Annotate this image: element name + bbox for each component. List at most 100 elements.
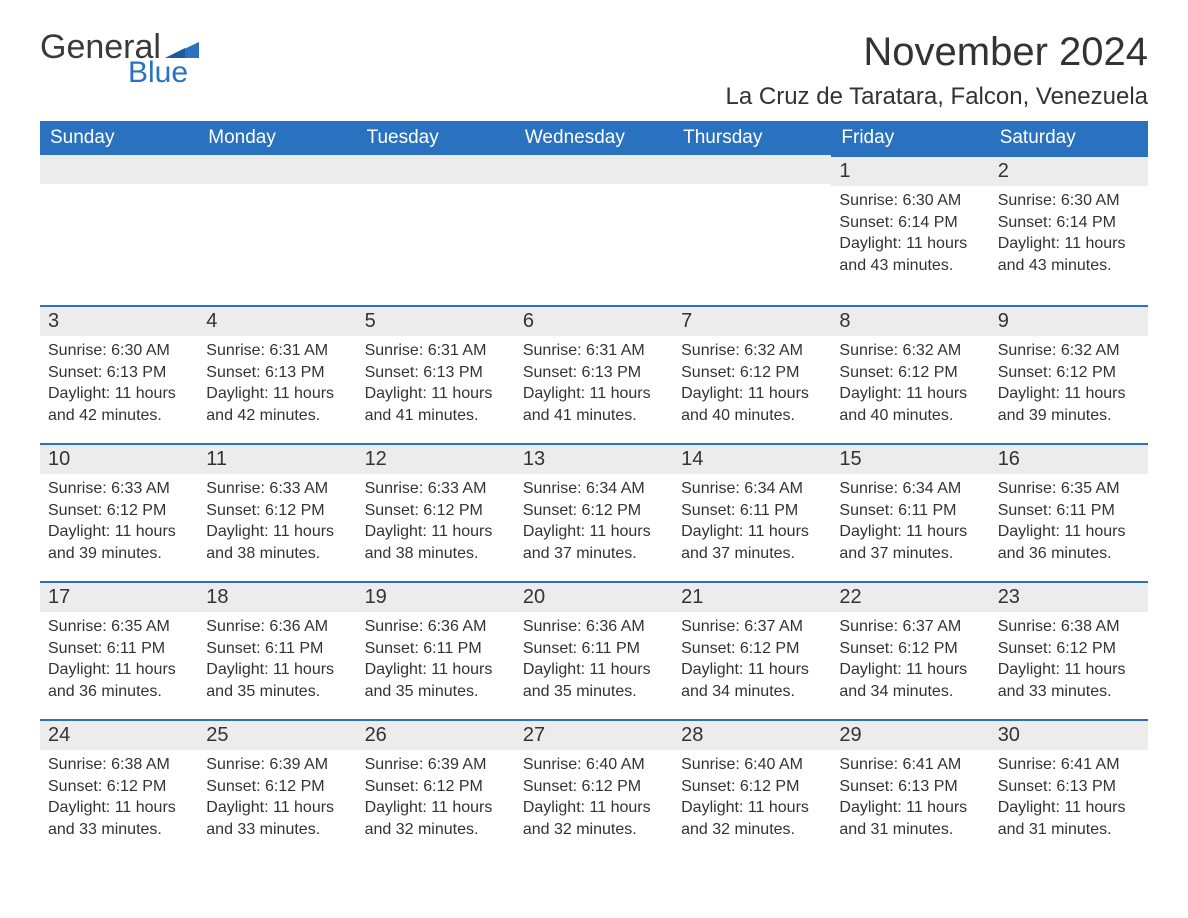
calendar-cell: 30Sunrise: 6:41 AMSunset: 6:13 PMDayligh… <box>990 719 1148 857</box>
day-details: Sunrise: 6:33 AMSunset: 6:12 PMDaylight:… <box>40 474 198 572</box>
logo: General Blue <box>40 30 199 88</box>
sunset-text: Sunset: 6:13 PM <box>839 776 981 798</box>
daylight-line1: Daylight: 11 hours <box>523 797 665 819</box>
daylight-line2: and 43 minutes. <box>839 255 981 277</box>
daylight-line2: and 36 minutes. <box>48 681 190 703</box>
day-number <box>673 155 831 184</box>
sunrise-text: Sunrise: 6:30 AM <box>48 340 190 362</box>
calendar-cell: 12Sunrise: 6:33 AMSunset: 6:12 PMDayligh… <box>357 443 515 581</box>
day-number: 13 <box>515 443 673 474</box>
daylight-line2: and 39 minutes. <box>48 543 190 565</box>
sunrise-text: Sunrise: 6:30 AM <box>998 190 1140 212</box>
month-title: November 2024 <box>726 30 1148 75</box>
sunset-text: Sunset: 6:12 PM <box>839 638 981 660</box>
day-number: 14 <box>673 443 831 474</box>
day-details: Sunrise: 6:31 AMSunset: 6:13 PMDaylight:… <box>357 336 515 434</box>
sunrise-text: Sunrise: 6:39 AM <box>206 754 348 776</box>
daylight-line1: Daylight: 11 hours <box>365 797 507 819</box>
daylight-line2: and 40 minutes. <box>681 405 823 427</box>
calendar-cell: 4Sunrise: 6:31 AMSunset: 6:13 PMDaylight… <box>198 305 356 443</box>
calendar-cell: 29Sunrise: 6:41 AMSunset: 6:13 PMDayligh… <box>831 719 989 857</box>
daylight-line2: and 36 minutes. <box>998 543 1140 565</box>
daylight-line1: Daylight: 11 hours <box>523 521 665 543</box>
calendar-cell: 10Sunrise: 6:33 AMSunset: 6:12 PMDayligh… <box>40 443 198 581</box>
sunrise-text: Sunrise: 6:38 AM <box>998 616 1140 638</box>
calendar-cell: 22Sunrise: 6:37 AMSunset: 6:12 PMDayligh… <box>831 581 989 719</box>
day-number <box>40 155 198 184</box>
sunset-text: Sunset: 6:11 PM <box>523 638 665 660</box>
calendar-cell: 9Sunrise: 6:32 AMSunset: 6:12 PMDaylight… <box>990 305 1148 443</box>
sunrise-text: Sunrise: 6:31 AM <box>206 340 348 362</box>
daylight-line1: Daylight: 11 hours <box>365 659 507 681</box>
daylight-line1: Daylight: 11 hours <box>839 659 981 681</box>
calendar-cell: 13Sunrise: 6:34 AMSunset: 6:12 PMDayligh… <box>515 443 673 581</box>
sunset-text: Sunset: 6:13 PM <box>206 362 348 384</box>
sunrise-text: Sunrise: 6:35 AM <box>48 616 190 638</box>
sunset-text: Sunset: 6:14 PM <box>839 212 981 234</box>
day-details: Sunrise: 6:30 AMSunset: 6:14 PMDaylight:… <box>831 186 989 284</box>
day-number <box>357 155 515 184</box>
daylight-line1: Daylight: 11 hours <box>998 797 1140 819</box>
sunrise-text: Sunrise: 6:36 AM <box>523 616 665 638</box>
daylight-line1: Daylight: 11 hours <box>523 383 665 405</box>
day-number: 28 <box>673 719 831 750</box>
day-number: 25 <box>198 719 356 750</box>
sunset-text: Sunset: 6:12 PM <box>523 500 665 522</box>
day-header-row: Sunday Monday Tuesday Wednesday Thursday… <box>40 121 1148 155</box>
daylight-line1: Daylight: 11 hours <box>365 383 507 405</box>
day-details: Sunrise: 6:32 AMSunset: 6:12 PMDaylight:… <box>673 336 831 434</box>
sunset-text: Sunset: 6:12 PM <box>206 776 348 798</box>
calendar-cell: 14Sunrise: 6:34 AMSunset: 6:11 PMDayligh… <box>673 443 831 581</box>
logo-blue-text: Blue <box>128 58 199 88</box>
daylight-line1: Daylight: 11 hours <box>839 383 981 405</box>
daylight-line1: Daylight: 11 hours <box>206 659 348 681</box>
daylight-line2: and 35 minutes. <box>523 681 665 703</box>
daylight-line2: and 37 minutes. <box>839 543 981 565</box>
daylight-line1: Daylight: 11 hours <box>206 383 348 405</box>
day-details: Sunrise: 6:34 AMSunset: 6:11 PMDaylight:… <box>831 474 989 572</box>
sunset-text: Sunset: 6:11 PM <box>48 638 190 660</box>
sunset-text: Sunset: 6:12 PM <box>365 500 507 522</box>
daylight-line1: Daylight: 11 hours <box>48 797 190 819</box>
day-number: 7 <box>673 305 831 336</box>
daylight-line2: and 32 minutes. <box>523 819 665 841</box>
calendar-cell: 26Sunrise: 6:39 AMSunset: 6:12 PMDayligh… <box>357 719 515 857</box>
daylight-line1: Daylight: 11 hours <box>206 521 348 543</box>
day-details: Sunrise: 6:35 AMSunset: 6:11 PMDaylight:… <box>990 474 1148 572</box>
sunrise-text: Sunrise: 6:39 AM <box>365 754 507 776</box>
sunrise-text: Sunrise: 6:38 AM <box>48 754 190 776</box>
sunset-text: Sunset: 6:12 PM <box>681 638 823 660</box>
calendar-cell: 21Sunrise: 6:37 AMSunset: 6:12 PMDayligh… <box>673 581 831 719</box>
day-details: Sunrise: 6:31 AMSunset: 6:13 PMDaylight:… <box>198 336 356 434</box>
day-details: Sunrise: 6:37 AMSunset: 6:12 PMDaylight:… <box>831 612 989 710</box>
day-number: 8 <box>831 305 989 336</box>
calendar-week: 3Sunrise: 6:30 AMSunset: 6:13 PMDaylight… <box>40 305 1148 443</box>
daylight-line2: and 33 minutes. <box>48 819 190 841</box>
daylight-line2: and 33 minutes. <box>998 681 1140 703</box>
sunrise-text: Sunrise: 6:36 AM <box>365 616 507 638</box>
day-number: 3 <box>40 305 198 336</box>
sunrise-text: Sunrise: 6:30 AM <box>839 190 981 212</box>
day-header: Monday <box>198 121 356 155</box>
day-header: Friday <box>831 121 989 155</box>
page-header: General Blue November 2024 La Cruz de Ta… <box>40 30 1148 111</box>
sunrise-text: Sunrise: 6:33 AM <box>48 478 190 500</box>
daylight-line1: Daylight: 11 hours <box>523 659 665 681</box>
daylight-line2: and 35 minutes. <box>365 681 507 703</box>
day-details: Sunrise: 6:32 AMSunset: 6:12 PMDaylight:… <box>990 336 1148 434</box>
day-header: Saturday <box>990 121 1148 155</box>
calendar-cell: 11Sunrise: 6:33 AMSunset: 6:12 PMDayligh… <box>198 443 356 581</box>
sunset-text: Sunset: 6:11 PM <box>365 638 507 660</box>
sunset-text: Sunset: 6:12 PM <box>48 500 190 522</box>
calendar-table: Sunday Monday Tuesday Wednesday Thursday… <box>40 121 1148 857</box>
day-details: Sunrise: 6:34 AMSunset: 6:12 PMDaylight:… <box>515 474 673 572</box>
sunset-text: Sunset: 6:12 PM <box>48 776 190 798</box>
calendar-cell: 20Sunrise: 6:36 AMSunset: 6:11 PMDayligh… <box>515 581 673 719</box>
daylight-line2: and 38 minutes. <box>365 543 507 565</box>
day-details: Sunrise: 6:37 AMSunset: 6:12 PMDaylight:… <box>673 612 831 710</box>
calendar-week: 17Sunrise: 6:35 AMSunset: 6:11 PMDayligh… <box>40 581 1148 719</box>
day-number: 30 <box>990 719 1148 750</box>
day-details: Sunrise: 6:39 AMSunset: 6:12 PMDaylight:… <box>357 750 515 848</box>
day-details: Sunrise: 6:32 AMSunset: 6:12 PMDaylight:… <box>831 336 989 434</box>
day-number <box>515 155 673 184</box>
